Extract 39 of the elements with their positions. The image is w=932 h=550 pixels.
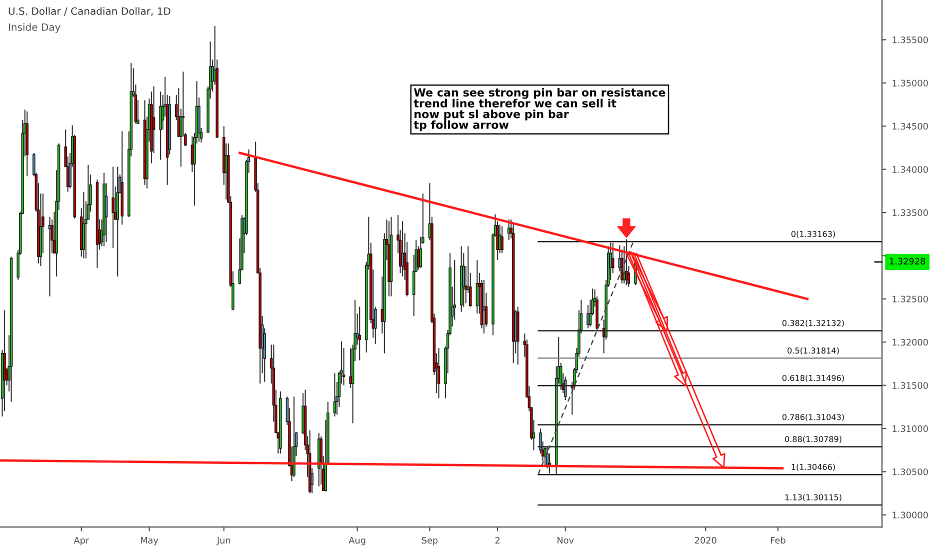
x-tick-label: Apr [74, 536, 90, 546]
series-label: 0.88(1.30789) [785, 436, 842, 444]
series-label: 0(1.33163) [791, 230, 835, 238]
x-tick-label: Nov [558, 536, 574, 544]
candlestick [333, 372, 336, 417]
y-tick-label: 1.33500 [892, 209, 928, 216]
y-tick-label: 1.34500 [892, 122, 928, 130]
y-tick-label: 1.30500 [892, 468, 928, 476]
series-label: 0.618(1.31496) [782, 374, 844, 382]
series-label: 0.382(1.32132) [782, 320, 844, 328]
candlestick [159, 91, 162, 160]
y-tick-label: 1.31500 [892, 382, 928, 389]
y-tick-label: 1.31000 [892, 425, 928, 432]
x-tick-label: 2020 [694, 536, 716, 544]
candlestick [482, 279, 486, 334]
text: Inside Day [8, 23, 60, 33]
candlestick [401, 220, 404, 278]
series-label: 0.786(1.31043) [782, 414, 844, 422]
y-tick-label: 1.32500 [892, 296, 928, 302]
text: U.S. Dollar / Canadian Dollar, 1D [8, 7, 170, 16]
annotation: We can see strong pin bar on resistance trend line therefor we can sell it now put sl above pin bar tp follow arrow [414, 88, 666, 132]
x-tick-label: May [140, 536, 158, 546]
x-tick-label: Jun [216, 536, 230, 546]
x-tick-label: Aug [348, 536, 366, 546]
x-tick-label: 2 [495, 536, 500, 544]
y-tick-label: 1.30000 [892, 512, 928, 518]
series-label: 1(1.30466) [792, 464, 835, 471]
candlestick [437, 348, 440, 399]
candlestick [586, 304, 590, 329]
series-label: 1.13(1.30115) [785, 494, 842, 502]
y-tick-label: 1.35500 [892, 36, 928, 44]
candlestick [500, 226, 504, 254]
text: 1.32928 [890, 258, 926, 265]
x-tick-label: Feb [770, 536, 786, 544]
y-tick-label: 1.34000 [892, 166, 928, 173]
x-tick-label: Sep [422, 536, 438, 546]
series-label: 0.5(1.31814) [788, 347, 839, 355]
y-tick-label: 1.32000 [892, 338, 928, 346]
y-tick-label: 1.35000 [892, 80, 928, 86]
